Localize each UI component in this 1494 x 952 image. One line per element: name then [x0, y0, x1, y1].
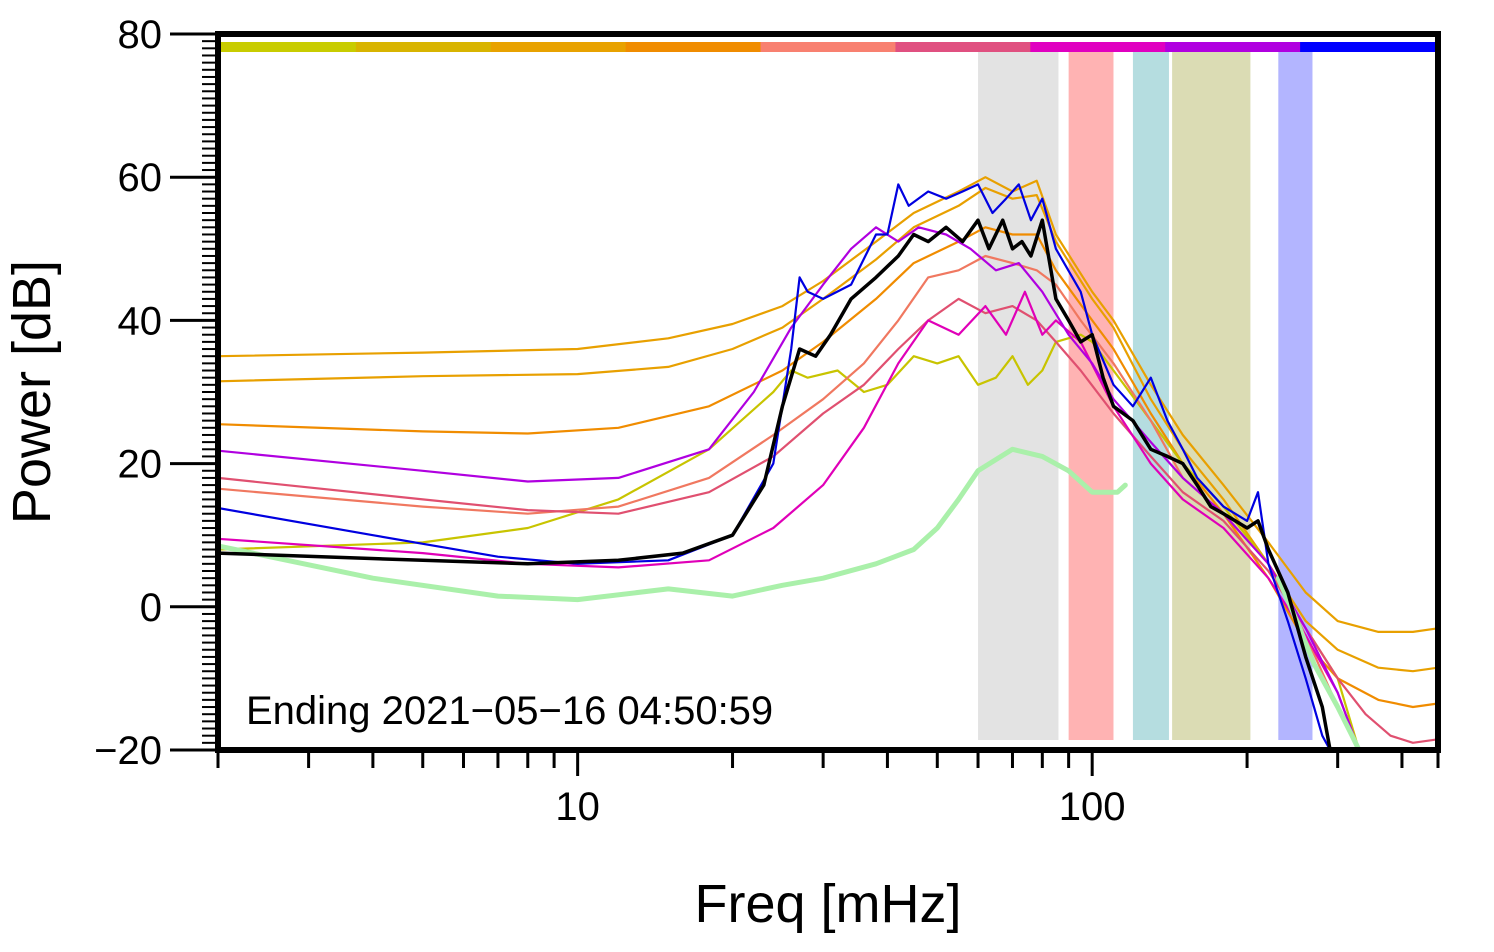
color-bar-segment-5	[895, 42, 1031, 52]
color-bar-segment-3	[625, 42, 762, 52]
y-axis-label: Power [dB]	[2, 260, 62, 524]
y-tick-label-3: 40	[118, 299, 163, 343]
spectrum-series	[218, 176, 1438, 750]
color-bar-segment-6	[1030, 42, 1166, 52]
time-color-bar	[221, 42, 1436, 52]
series-line-8	[218, 183, 1332, 750]
color-bar-segment-4	[760, 42, 896, 52]
band-0	[978, 50, 1059, 740]
series-line-7	[218, 226, 1361, 750]
color-bar-segment-0	[221, 42, 357, 52]
x-axis-label: Freq [mHz]	[694, 874, 961, 934]
band-3	[1172, 50, 1251, 740]
plot-frame	[215, 31, 1441, 753]
series-line-9	[218, 446, 1128, 603]
x-tick-label-1: 100	[1059, 785, 1126, 829]
tick-labels: 10 100 −20 0 20 40 60 80	[94, 13, 1125, 829]
x-tick-label-0: 10	[555, 785, 600, 829]
series-line-6	[218, 290, 1361, 750]
series-line-11	[218, 218, 1332, 750]
y-tick-label-2: 20	[118, 443, 163, 487]
color-bar-segment-8	[1300, 42, 1436, 52]
y-tick-label-0: −20	[94, 729, 162, 773]
band-1	[1068, 50, 1114, 740]
frequency-bands	[978, 50, 1313, 740]
color-bar-segment-7	[1165, 42, 1301, 52]
y-tick-label-4: 60	[118, 156, 163, 200]
band-2	[1132, 50, 1169, 740]
color-bar-segment-1	[355, 42, 492, 52]
series-line-0	[218, 176, 1438, 633]
y-tick-label-1: 0	[140, 586, 162, 630]
series-line-2	[218, 226, 1438, 709]
color-bar-segment-2	[490, 42, 627, 52]
y-tick-label-5: 80	[118, 13, 163, 57]
series-line-1	[218, 186, 1438, 673]
chart-annotation: Ending 2021−05−16 04:50:59	[246, 689, 773, 733]
